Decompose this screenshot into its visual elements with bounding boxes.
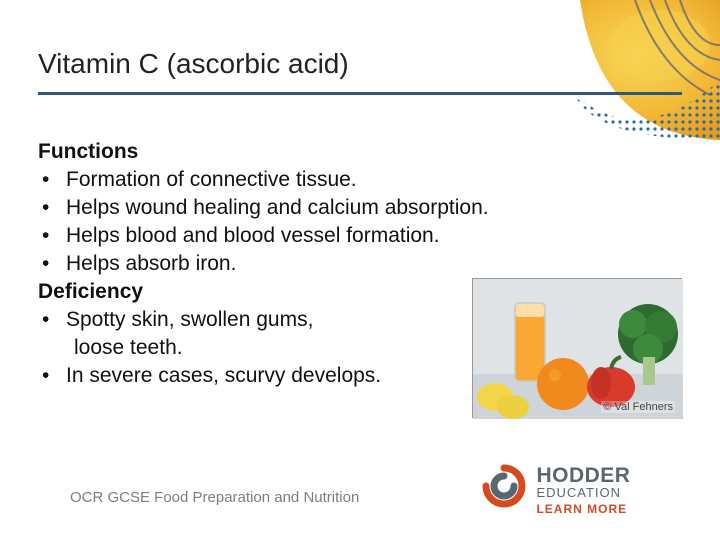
bullet-text: Helps absorb iron.: [66, 252, 682, 276]
title-divider: [38, 92, 682, 95]
bullet-icon: •: [38, 308, 66, 332]
bullet-text: Helps wound healing and calcium absorpti…: [66, 196, 682, 220]
bullet-text: Helps blood and blood vessel formation.: [66, 224, 682, 248]
logo-swirl-icon: [482, 464, 526, 513]
bullet-icon: •: [38, 196, 66, 220]
bullet-icon: •: [38, 224, 66, 248]
food-photo: © Val Fehners: [472, 278, 682, 418]
section-heading-functions: Functions: [38, 140, 682, 164]
hodder-logo: HODDER EDUCATION LEARN MORE: [482, 464, 682, 522]
list-item: • Formation of connective tissue.: [38, 168, 682, 192]
corner-decoration: [540, 0, 720, 140]
list-item: • Helps blood and blood vessel formation…: [38, 224, 682, 248]
page-title: Vitamin C (ascorbic acid): [38, 48, 349, 80]
photo-credit: © Val Fehners: [601, 401, 675, 413]
brand-subline: EDUCATION: [536, 485, 630, 500]
list-item: • Helps wound healing and calcium absorp…: [38, 196, 682, 220]
list-item: • Helps absorb iron.: [38, 252, 682, 276]
bullet-text: Formation of connective tissue.: [66, 168, 682, 192]
footer-caption: OCR GCSE Food Preparation and Nutrition: [70, 489, 359, 506]
bullet-icon: •: [38, 364, 66, 388]
bullet-icon: •: [38, 168, 66, 192]
brand-tagline: LEARN MORE: [536, 502, 630, 516]
bullet-icon: •: [38, 252, 66, 276]
